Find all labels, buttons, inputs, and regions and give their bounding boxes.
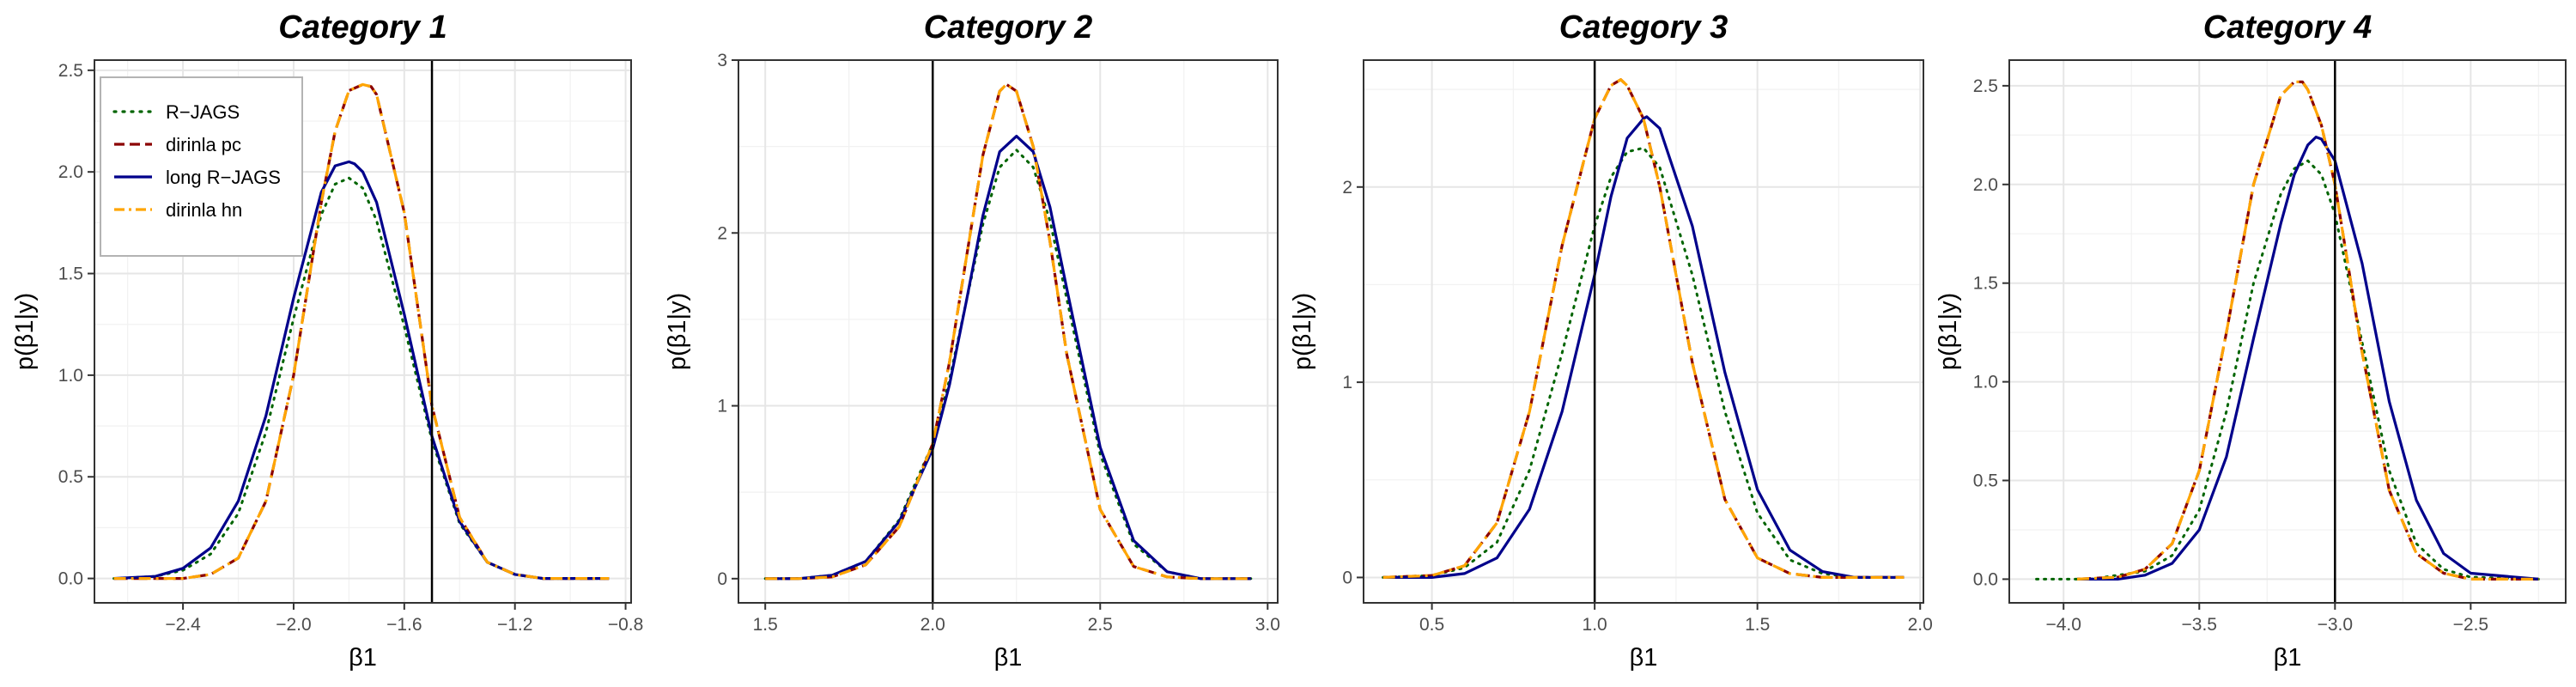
y-tick-label: 0.5	[58, 467, 83, 487]
x-tick-label: 1.5	[1745, 615, 1770, 635]
x-tick-label: −4.0	[2045, 615, 2081, 635]
y-tick-label: 1.5	[58, 264, 83, 284]
panel-border	[2008, 59, 2567, 604]
y-axis-label: p(β1|y)	[1935, 293, 1962, 370]
x-tick-label: 1.5	[753, 615, 778, 635]
panel-title: Category 3	[1559, 9, 1728, 46]
legend-label-2: dirinla pc	[166, 134, 241, 155]
panel-3: 0.5 1.0 1.5 2.0 0 1 2 Category 3 β1 p(β1|y)	[1289, 9, 1933, 672]
y-tick-label: 1.0	[1973, 373, 1998, 392]
minor-grid	[2009, 60, 2566, 603]
x-tick-label: 1.0	[1583, 615, 1607, 635]
panel-4: −4.0 −3.5 −3.0 −2.5 0.0 0.5 1.0 1.5 2.0 2.5 Catego…	[1935, 9, 2567, 672]
y-tick-label: 2	[717, 223, 727, 243]
panel-title: Category 1	[278, 9, 447, 46]
panel-2: 1.5 2.0 2.5 3.0 0 1 2 3 Category 2 β1 p(β1|y)	[664, 9, 1280, 672]
x-tick-label: 2.5	[1088, 615, 1113, 635]
series-line-4	[1382, 78, 1905, 579]
minor-grid	[1364, 60, 1923, 603]
y-axis-label: p(β1|y)	[664, 293, 691, 370]
y-tick-label: 0	[1342, 568, 1352, 587]
x-tick-label: −1.2	[497, 615, 532, 635]
x-tick-label: −3.5	[2182, 615, 2217, 635]
series-line-3	[1382, 115, 1905, 579]
series-group	[763, 82, 1253, 581]
x-tick-label: 3.0	[1255, 615, 1280, 635]
series-group	[2035, 80, 2540, 581]
x-tick-label: 2.0	[1908, 615, 1933, 635]
y-tick-label: 1.5	[1973, 274, 1998, 294]
panel-title: Category 2	[924, 9, 1092, 46]
x-tick-label: 0.5	[1419, 615, 1444, 635]
x-axis-label: β1	[994, 644, 1023, 672]
y-tick-label: 0.0	[58, 569, 83, 589]
legend-label-4: dirinla hn	[166, 199, 242, 221]
y-tick-label: 2.0	[1973, 175, 1998, 195]
series-line-1	[2035, 159, 2540, 581]
x-tick-label: −3.0	[2318, 615, 2353, 635]
x-tick-label: 2.0	[920, 615, 945, 635]
x-tick-label: −1.6	[386, 615, 422, 635]
x-axis-label: β1	[349, 644, 377, 672]
y-tick-label: 1	[1342, 373, 1352, 392]
legend-box	[100, 76, 303, 257]
y-tick-label: 0.0	[1973, 569, 1998, 589]
series-line-3	[2077, 136, 2539, 581]
y-tick-label: 0.5	[1973, 471, 1998, 491]
y-tick-label: 2.5	[1973, 76, 1998, 96]
series-line-1	[1382, 146, 1905, 579]
series-line-3	[765, 135, 1251, 581]
legend-label-1: R−JAGS	[166, 101, 240, 123]
y-tick-label: 3	[717, 51, 727, 70]
y-tick-label: 1	[717, 397, 727, 416]
panel-border	[738, 59, 1279, 604]
plot-area	[738, 60, 1278, 603]
x-tick-label: −2.5	[2453, 615, 2488, 635]
panel-1: −2.4 −2.0 −1.6 −1.2 −0.8 0.0 0.5 1.0 1.5 2.0 2.5 Ca…	[11, 9, 643, 672]
x-tick-label: −2.0	[276, 615, 311, 635]
panel-title: Category 4	[2203, 9, 2372, 46]
y-axis-label: p(β1|y)	[1289, 293, 1316, 370]
x-axis-label: β1	[1630, 644, 1658, 672]
series-line-4	[113, 82, 610, 581]
y-tick-label: 2	[1342, 178, 1352, 198]
y-tick-label: 2.5	[58, 61, 83, 81]
series-line-4	[765, 82, 1251, 581]
panel-border	[94, 59, 632, 604]
y-axis-label: p(β1|y)	[11, 293, 39, 370]
series-group	[112, 82, 611, 581]
series-line-4	[2076, 80, 2539, 581]
series-group	[1382, 78, 1905, 579]
x-tick-label: −2.4	[165, 615, 201, 635]
plot-area	[2009, 60, 2566, 603]
legend: R−JAGS dirinla pc long R−JAGS dirinla hn	[100, 76, 303, 257]
panel-border	[1363, 59, 1924, 604]
plot-area	[1364, 60, 1923, 603]
legend-label-3: long R−JAGS	[166, 167, 281, 188]
y-tick-label: 1.0	[58, 366, 83, 386]
x-tick-label: −0.8	[608, 615, 643, 635]
x-axis-label: β1	[2274, 644, 2302, 672]
y-tick-label: 0	[717, 569, 727, 589]
y-tick-label: 2.0	[58, 162, 83, 182]
